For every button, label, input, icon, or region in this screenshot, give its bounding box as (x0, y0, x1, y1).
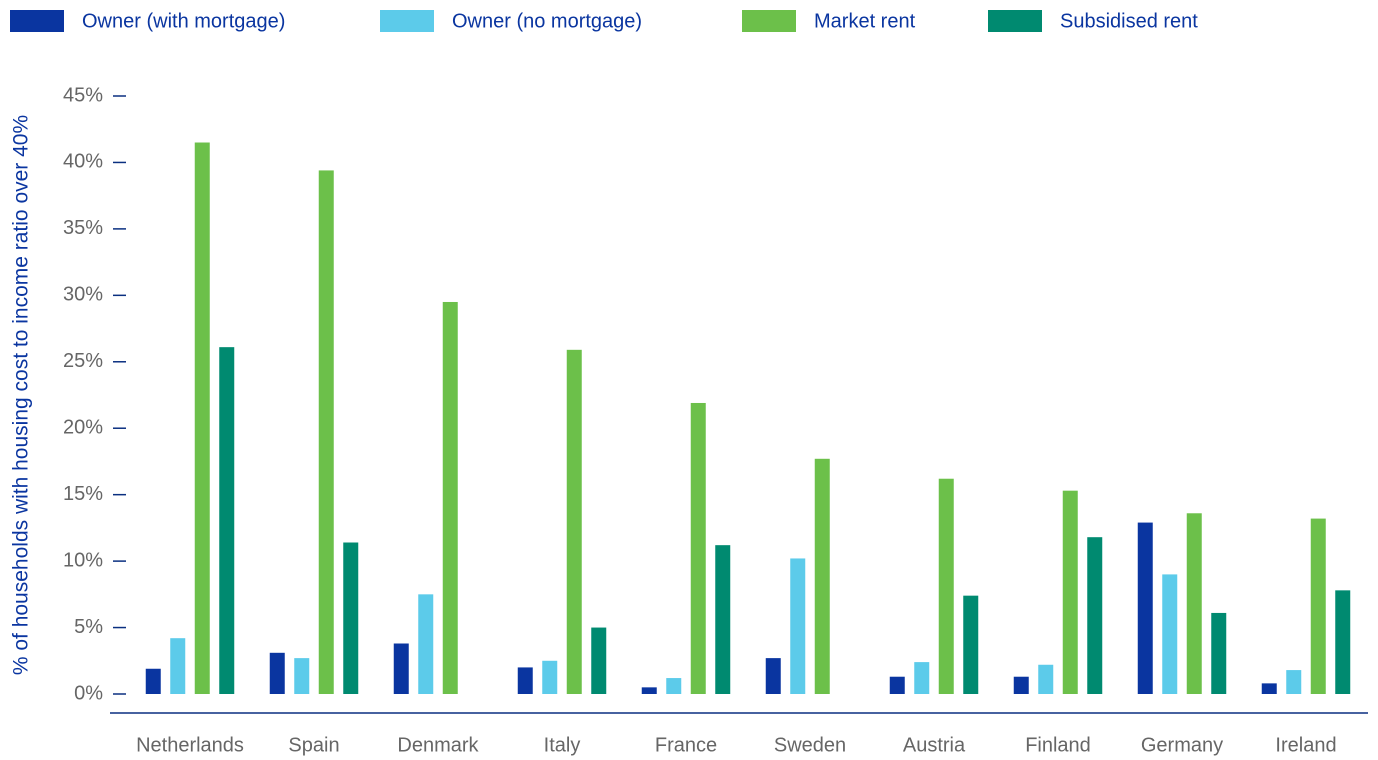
bar (1162, 574, 1178, 694)
y-tick-label: 5% (74, 616, 103, 638)
bar (889, 676, 905, 694)
x-tick-label: Italy (544, 734, 581, 756)
bar (219, 347, 235, 694)
x-tick-label: Spain (288, 734, 339, 756)
bar (294, 658, 310, 694)
legend-label: Owner (no mortgage) (452, 10, 642, 32)
bar (1186, 513, 1202, 694)
bar (666, 678, 682, 694)
bar (1087, 537, 1103, 694)
bar (1013, 676, 1029, 694)
bar (914, 662, 930, 694)
x-tick-label: Denmark (397, 734, 479, 756)
bar (1062, 490, 1078, 694)
bar (1310, 518, 1326, 694)
y-tick-label: 30% (63, 284, 103, 306)
bar (938, 478, 954, 694)
bar (343, 542, 359, 694)
x-tick-label: Ireland (1275, 734, 1336, 756)
bar (170, 638, 186, 694)
legend-label: Subsidised rent (1060, 10, 1198, 32)
bar (1261, 683, 1277, 694)
bar (194, 142, 210, 694)
bar (442, 301, 458, 694)
y-axis-label: % of households with housing cost to inc… (10, 115, 33, 675)
y-tick-label: 15% (63, 483, 103, 505)
bar (641, 687, 657, 694)
y-tick-label: 25% (63, 350, 103, 372)
legend-swatch (742, 10, 796, 32)
bar (269, 652, 285, 694)
y-tick-label: 40% (63, 151, 103, 173)
bar (542, 660, 558, 694)
x-tick-label: Sweden (774, 734, 846, 756)
bar (765, 658, 781, 694)
bar (418, 594, 434, 694)
bar (1137, 522, 1153, 694)
bar (566, 349, 582, 694)
bar (814, 458, 830, 694)
legend-swatch (10, 10, 64, 32)
legend-swatch (380, 10, 434, 32)
bar (963, 595, 979, 694)
x-tick-label: Netherlands (136, 734, 244, 756)
x-tick-label: Finland (1025, 734, 1091, 756)
bar (517, 667, 533, 694)
x-tick-label: Austria (903, 734, 966, 756)
bar (1286, 670, 1302, 694)
y-tick-label: 20% (63, 417, 103, 439)
bar (393, 643, 409, 694)
x-tick-label: Germany (1141, 734, 1223, 756)
y-tick-label: 35% (63, 217, 103, 239)
y-tick-label: 10% (63, 549, 103, 571)
bar (790, 558, 806, 694)
legend-label: Owner (with mortgage) (82, 10, 285, 32)
bar (318, 170, 334, 694)
x-tick-label: France (655, 734, 717, 756)
bar (591, 627, 607, 694)
bar (1211, 612, 1227, 694)
y-tick-label: 45% (63, 84, 103, 106)
legend-swatch (988, 10, 1042, 32)
bar (715, 545, 731, 694)
legend-label: Market rent (814, 10, 916, 32)
bar (690, 402, 706, 694)
y-tick-label: 0% (74, 682, 103, 704)
bar (1038, 664, 1054, 694)
bar (1335, 590, 1351, 694)
bar (145, 668, 161, 694)
